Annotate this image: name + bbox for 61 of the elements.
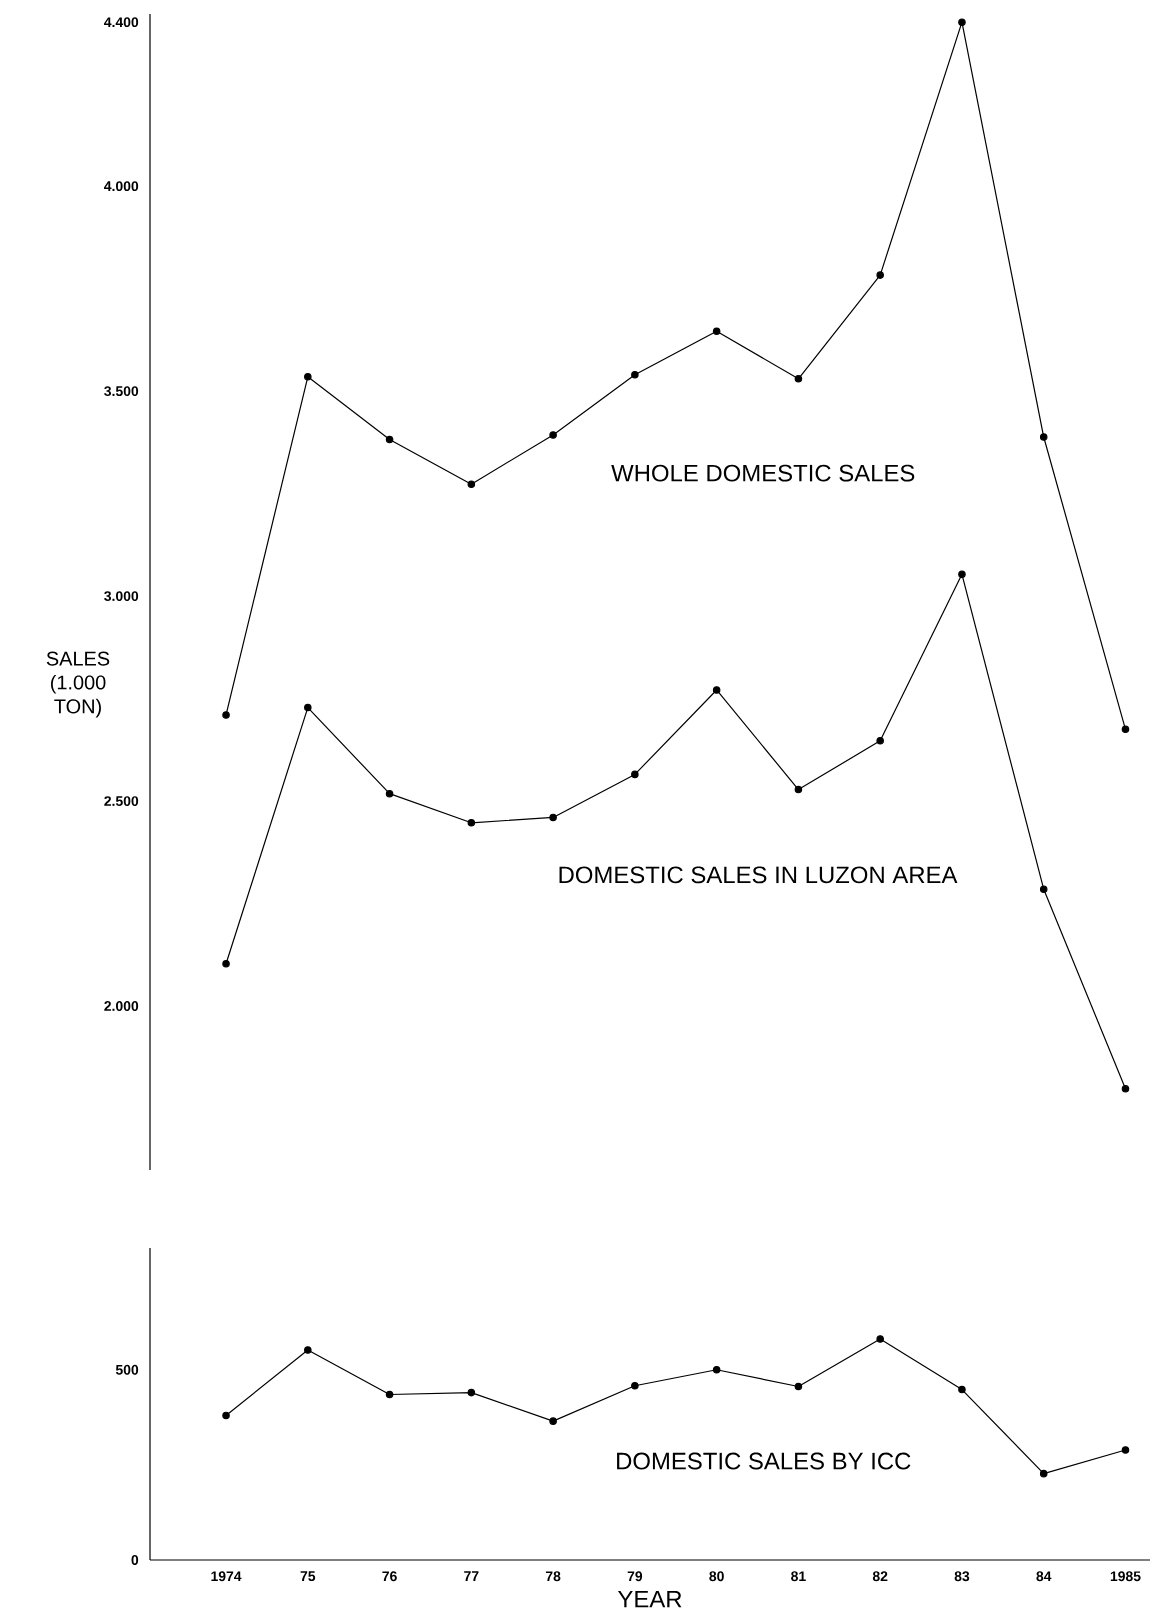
x-tick-label: 77 (464, 1571, 479, 1581)
point (958, 1385, 966, 1394)
point (549, 813, 557, 822)
x-tick-label: 81 (791, 1571, 806, 1582)
x-axis-title: YEAR (617, 1590, 682, 1608)
point (1121, 725, 1130, 734)
y-tick-label: 3.500 (104, 386, 139, 397)
point (222, 711, 230, 719)
y-tick-label: 2.000 (104, 1001, 139, 1011)
x-tick-label: 76 (382, 1571, 397, 1582)
point (467, 480, 476, 488)
point (876, 271, 884, 279)
point (549, 431, 557, 439)
point (549, 1417, 557, 1425)
point (712, 327, 721, 336)
point (1121, 1446, 1130, 1454)
point (304, 372, 312, 381)
x-tick-label: 1985 (1110, 1571, 1141, 1582)
x-tick-label: 84 (1036, 1571, 1052, 1582)
text: WHOLE DOMESTIC SALES (611, 464, 915, 482)
point (1121, 1085, 1130, 1093)
x-tick-label: 80 (709, 1571, 724, 1582)
y-tick-label: 0 (131, 1555, 139, 1565)
y-tick-label: 4.400 (104, 17, 139, 28)
x-tick-label: 82 (872, 1571, 888, 1582)
x-tick-label: 83 (954, 1571, 970, 1582)
point (794, 375, 803, 383)
point (304, 1346, 312, 1354)
x-tick-label: 79 (627, 1571, 643, 1582)
point (385, 789, 394, 798)
point (958, 570, 966, 579)
x-tick-label: 1974 (211, 1571, 242, 1582)
y-tick-label: 4.000 (104, 181, 139, 192)
point (958, 18, 966, 26)
point (467, 818, 476, 827)
point (385, 1390, 394, 1399)
point (794, 785, 803, 794)
y-tick-label: 500 (115, 1364, 139, 1375)
point (385, 435, 394, 444)
point (222, 960, 230, 968)
y-tick-label: 2.500 (104, 796, 139, 806)
point (304, 703, 312, 712)
point (1039, 885, 1048, 893)
point (631, 1381, 639, 1390)
y-axis-title: SALES (1.000 TON) (46, 651, 110, 718)
point (467, 1388, 476, 1397)
point (712, 1365, 721, 1374)
series-label: DOMESTIC SALES IN LUZON AREA (559, 866, 958, 884)
point (876, 737, 884, 745)
text: DOMESTIC SALES BY ICC (617, 1452, 911, 1470)
point (222, 1411, 230, 1420)
point (631, 770, 639, 779)
point (1039, 433, 1048, 441)
x-tick-label: 78 (545, 1571, 561, 1582)
point (712, 686, 721, 694)
y-tick-label: 3.000 (104, 591, 139, 602)
point (631, 370, 639, 379)
point (794, 1382, 803, 1391)
x-tick-label: 75 (300, 1571, 316, 1582)
point (876, 1335, 884, 1343)
point (1039, 1469, 1048, 1478)
